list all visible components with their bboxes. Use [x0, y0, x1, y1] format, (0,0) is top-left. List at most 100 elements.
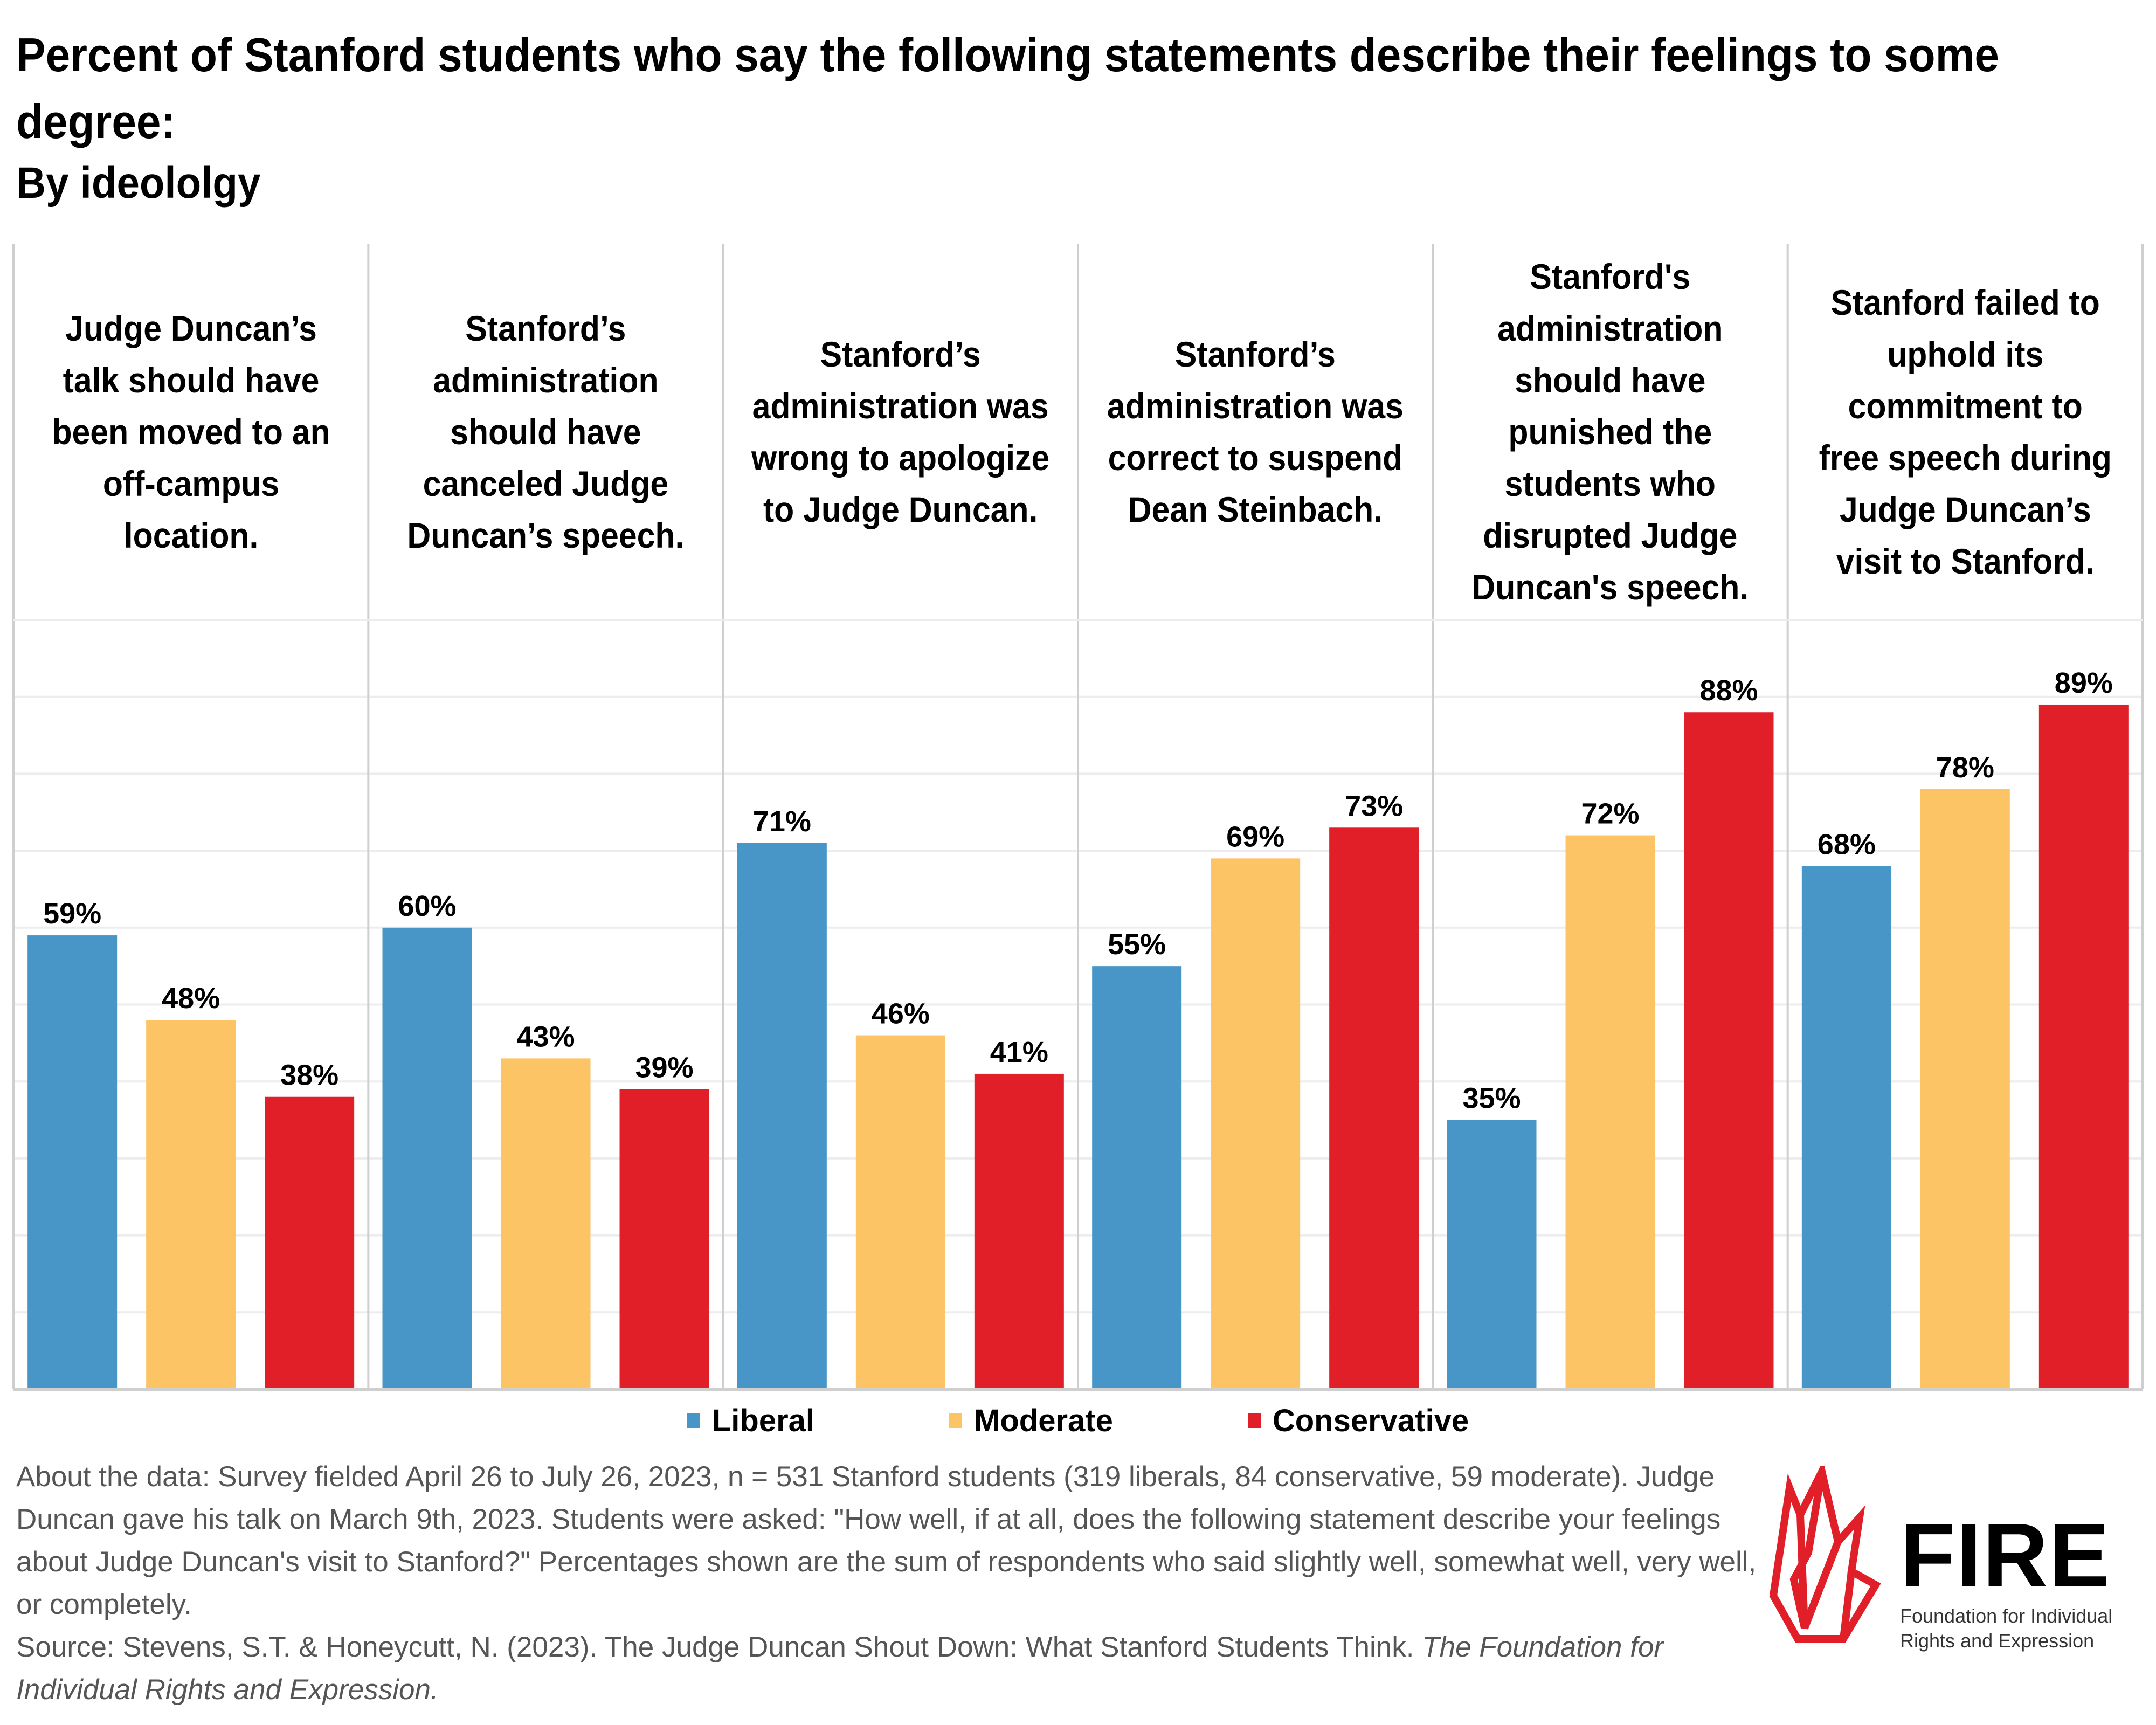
- legend-label: Moderate: [974, 1403, 1113, 1438]
- panel-header-line: should have: [1515, 360, 1706, 400]
- panel-header-text: Stanford’s administration was correct to s…: [1094, 328, 1416, 535]
- bar-conservative: [1684, 712, 1774, 1389]
- legend-swatch-conservative: [1247, 1413, 1261, 1428]
- bar-moderate: [1920, 789, 2010, 1389]
- data-label: 73%: [1345, 790, 1403, 822]
- data-label: 35%: [1462, 1082, 1521, 1115]
- panel-header-line: students who: [1504, 464, 1716, 503]
- legend-swatch-liberal: [687, 1413, 700, 1428]
- fire-logo: FIRE Foundation for Individual Rights an…: [1768, 1461, 2145, 1666]
- panel-header-line: Stanford failed to: [1830, 282, 2100, 322]
- panel-header-text: Stanford failed to uphold its commitment t…: [1806, 277, 2125, 587]
- panel-header-line: uphold its: [1887, 334, 2043, 374]
- about-the-data: About the data: Survey fielded April 26 …: [16, 1461, 1757, 1620]
- panel-header-line: administration: [1497, 308, 1723, 348]
- panel-header-line: Duncan's speech.: [1471, 567, 1749, 607]
- data-label: 69%: [1226, 820, 1284, 853]
- panel-header-line: disrupted Judge: [1483, 515, 1738, 555]
- source-text: Source: Stevens, S.T. & Honeycutt, N. (2…: [16, 1631, 1422, 1663]
- legend: Liberal Moderate Conservative: [0, 1393, 2156, 1447]
- data-label: 48%: [162, 982, 220, 1015]
- data-labels: 59% 48% 38% 60% 43% 39% 71% 46% 41% 55% 69% 73% 35% 7…: [43, 667, 2113, 1115]
- bar-conservative: [619, 1089, 709, 1389]
- panel-header-line: location.: [123, 515, 258, 555]
- data-label: 38%: [280, 1059, 338, 1092]
- logo-tagline-line1: Foundation for Individual: [1900, 1605, 2113, 1627]
- panel-borders: [12, 244, 2144, 1391]
- panel-header-line: off-campus: [102, 464, 279, 503]
- source-citation: Source: Stevens, S.T. & Honeycutt, N. (2…: [16, 1626, 1773, 1711]
- panel-header-line: administration: [433, 360, 659, 400]
- logo-wordmark: FIRE: [1900, 1505, 2111, 1606]
- legend-item-liberal: Liberal: [687, 1403, 814, 1439]
- data-label: 60%: [398, 890, 456, 922]
- panel-header-line: Stanford’s: [465, 308, 626, 348]
- panel-header: Stanford's administration should have punis…: [1433, 244, 1787, 620]
- bar-liberal: [382, 927, 472, 1389]
- bar-chart: 59% 48% 38% 60% 43% 39% 71% 46% 41% 55% 69% 73% 35% 7…: [12, 244, 2144, 1391]
- panel-header-text: Judge Duncan’s talk should have been moved…: [40, 302, 342, 561]
- bar-moderate: [146, 1020, 236, 1389]
- panel-header: Stanford failed to uphold its commitment t…: [1788, 244, 2143, 620]
- data-label: 71%: [753, 805, 811, 838]
- bar-liberal: [1447, 1120, 1537, 1389]
- legend-item-moderate: Moderate: [949, 1403, 1113, 1439]
- data-label: 46%: [872, 998, 930, 1030]
- panel-header-line: Judge Duncan’s: [1839, 489, 2091, 529]
- panel-header-line: been moved to an: [52, 412, 330, 452]
- panel-header-line: administration was: [752, 386, 1049, 426]
- bar-conservative: [1329, 827, 1419, 1389]
- panel-header: Stanford’s administration was wrong to apo…: [723, 244, 1078, 620]
- bar-moderate: [1211, 858, 1301, 1389]
- source-publisher: The Foundation for Individual Rights and…: [16, 1631, 1664, 1706]
- panel-header-text: Stanford's administration should have punis…: [1460, 251, 1761, 613]
- data-label: 41%: [990, 1036, 1048, 1068]
- bars: [27, 704, 2129, 1389]
- panel-header-line: correct to suspend: [1108, 438, 1403, 478]
- data-label: 88%: [1699, 674, 1758, 707]
- panel-header-line: Dean Steinbach.: [1128, 489, 1383, 529]
- panel-header-line: commitment to: [1848, 386, 2083, 426]
- data-label: 39%: [635, 1051, 693, 1084]
- panel-header: Stanford’s administration was correct to s…: [1078, 244, 1433, 620]
- data-label: 89%: [2055, 667, 2113, 699]
- chart-title: Percent of Stanford students who say the…: [16, 28, 1999, 148]
- legend-label: Liberal: [711, 1403, 815, 1438]
- bar-moderate: [1565, 835, 1655, 1389]
- panel-header-line: canceled Judge: [423, 464, 669, 503]
- panel-header: Stanford’s administration should have cance…: [368, 244, 723, 620]
- panel-header-line: to Judge Duncan.: [763, 489, 1038, 529]
- panel-header-line: punished the: [1508, 412, 1712, 452]
- bar-moderate: [855, 1035, 945, 1389]
- logo-tagline: Foundation for Individual Rights and Exp…: [1900, 1604, 2112, 1653]
- panel-header-text: Stanford’s administration was wrong to apo…: [738, 328, 1062, 535]
- data-label: 78%: [1936, 751, 1994, 784]
- panel-header-line: Judge Duncan’s: [65, 308, 317, 348]
- bar-conservative: [974, 1073, 1064, 1389]
- data-label: 43%: [516, 1020, 575, 1053]
- bar-conservative: [265, 1096, 355, 1389]
- panel-header: Judge Duncan’s talk should have been moved…: [13, 244, 368, 620]
- bar-moderate: [501, 1058, 591, 1389]
- bar-conservative: [2038, 704, 2129, 1389]
- legend-item-conservative: Conservative: [1247, 1403, 1469, 1439]
- data-label: 72%: [1581, 798, 1639, 830]
- bar-liberal: [737, 843, 827, 1389]
- bar-liberal: [1801, 866, 1891, 1389]
- panel-header-line: wrong to apologize: [751, 438, 1050, 478]
- panel-header-line: Stanford’s: [1175, 334, 1336, 374]
- data-label: 68%: [1818, 829, 1876, 861]
- legend-label: Conservative: [1272, 1403, 1469, 1438]
- data-label: 59%: [43, 898, 101, 930]
- chart-subtitle: By ideololgy: [16, 158, 261, 208]
- logo-tagline-line2: Rights and Expression: [1900, 1630, 2095, 1652]
- data-label: 55%: [1108, 928, 1166, 961]
- panel-header-line: Stanford’s: [820, 334, 981, 374]
- panel-header-line: talk should have: [63, 360, 320, 400]
- legend-swatch-moderate: [949, 1413, 963, 1428]
- bar-liberal: [1092, 966, 1182, 1389]
- footer-notes: About the data: Survey fielded April 26 …: [16, 1455, 1773, 1711]
- panel-header-line: Duncan’s speech.: [407, 515, 685, 555]
- panel-header-line: should have: [450, 412, 641, 452]
- panel-header-line: free speech during: [1819, 438, 2112, 478]
